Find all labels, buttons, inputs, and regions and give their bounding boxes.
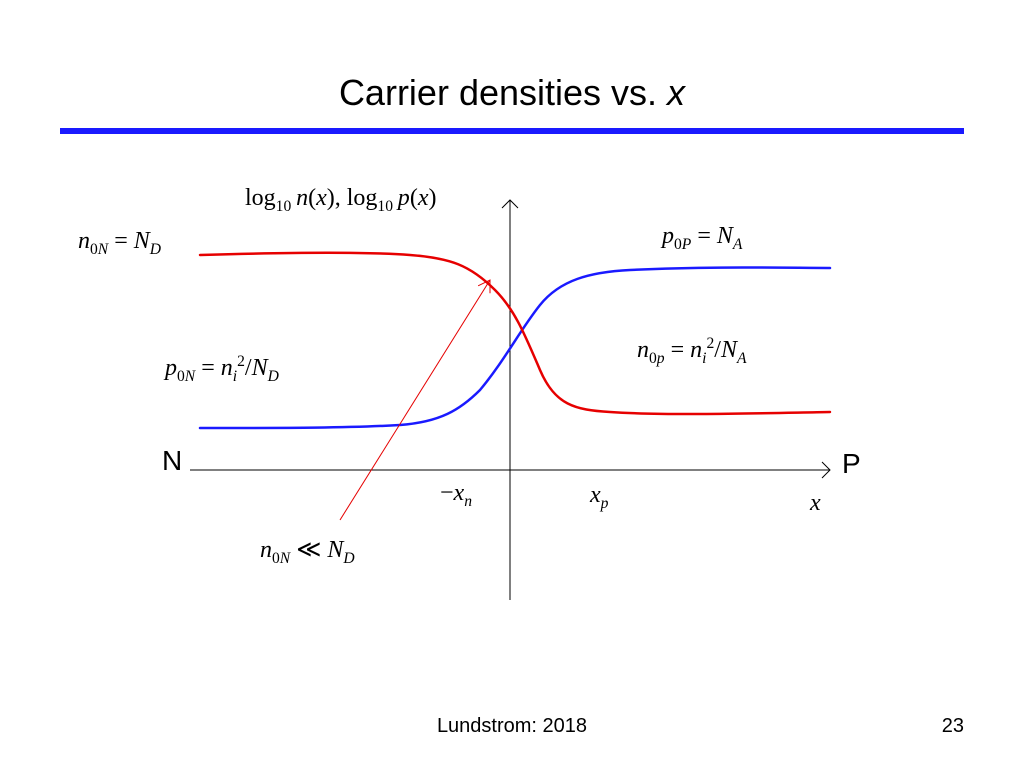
- slide-title: Carrier densities vs. x: [0, 72, 1024, 114]
- title-underline: [60, 128, 964, 134]
- label-n0p-minority: n0p = ni2/NA: [637, 337, 747, 364]
- region-P-label: P: [842, 448, 861, 480]
- tick-label-neg-xn: −xn: [440, 480, 472, 507]
- x-axis-label: x: [810, 490, 821, 517]
- footer-text: Lundstrom: 2018: [0, 715, 1024, 738]
- label-n0N-equals-ND: n0N = ND: [78, 228, 161, 255]
- y-axis-label: log10 n(x), log10 p(x): [245, 185, 436, 212]
- tick-label-xp: xp: [590, 482, 608, 509]
- region-N-label: N: [162, 445, 182, 477]
- page-number: 23: [942, 715, 964, 738]
- label-depletion-note: n0N ≪ ND: [260, 535, 355, 564]
- label-p0P-equals-NA: p0P = NA: [662, 223, 742, 250]
- label-p0N-minority: p0N = ni2/ND: [165, 355, 279, 382]
